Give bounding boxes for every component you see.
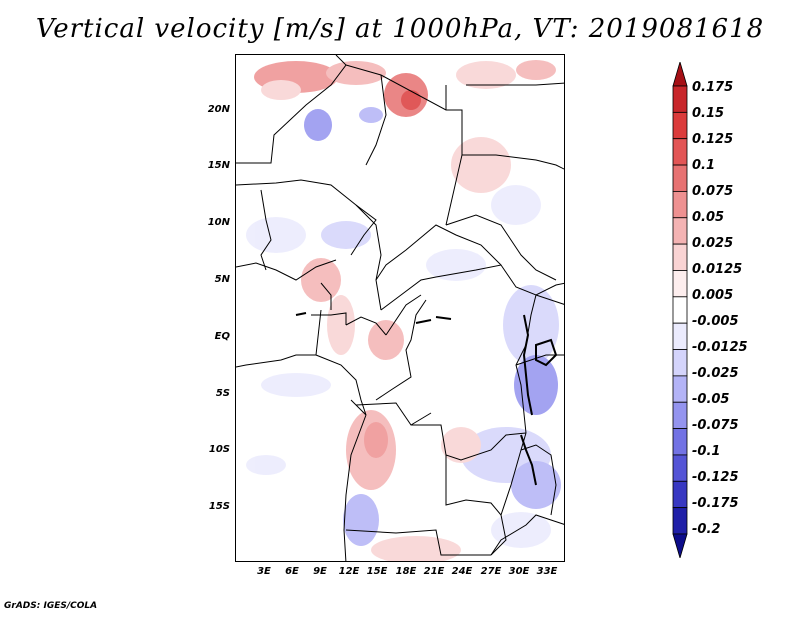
colorbar-label: -0.1 (692, 444, 721, 459)
colorbar-label: -0.005 (692, 314, 739, 329)
colorbar-label: 0.1 (692, 158, 716, 173)
lon-label: 18E (395, 566, 417, 577)
colorbar-box (672, 375, 688, 403)
colorbar-box (672, 85, 688, 113)
lat-label: 20N (207, 104, 230, 115)
colorbar-box (672, 62, 688, 87)
colorbar-label: -0.175 (692, 496, 739, 511)
colorbar-label: -0.05 (692, 392, 730, 407)
lakes (295, 312, 558, 486)
colorbar-box (672, 191, 688, 219)
lon-label: 12E (338, 566, 360, 577)
map-frame (235, 54, 565, 562)
colorbar-label: -0.125 (692, 470, 739, 485)
colorbar-box (672, 322, 688, 350)
lon-label: 33E (536, 566, 558, 577)
colorbar (672, 62, 688, 558)
colorbar-label: 0.025 (692, 236, 734, 251)
colorbar-label: 0.05 (692, 210, 725, 225)
lon-label: 9E (313, 566, 327, 577)
colorbar-label: -0.025 (692, 366, 739, 381)
colorbar-box (672, 270, 688, 298)
lon-label: 24E (451, 566, 473, 577)
lat-label: 10N (207, 217, 230, 228)
lon-label: 27E (480, 566, 502, 577)
colorbar-label: -0.2 (692, 522, 721, 537)
colorbar-box (672, 533, 688, 558)
colorbar-box (672, 454, 688, 482)
colorbar-box (672, 428, 688, 456)
colorbar-box (672, 480, 688, 509)
colorbar-label: 0.15 (692, 106, 725, 121)
colorbar-box (672, 217, 688, 245)
vertical-velocity-field (236, 55, 564, 561)
colorbar-box (672, 296, 688, 324)
borders (236, 55, 564, 561)
colorbar-label: 0.005 (692, 288, 734, 303)
lat-label: 15S (208, 501, 230, 512)
colorbar-label: 0.075 (692, 184, 734, 199)
colorbar-box (672, 507, 688, 535)
map-title: Vertical velocity [m/s] at 1000hPa, VT: … (35, 14, 765, 44)
lat-label: EQ (214, 331, 230, 342)
lat-label: 15N (207, 160, 230, 171)
lat-label: 5N (214, 274, 230, 285)
colorbar-box (672, 111, 688, 140)
colorbar-box (672, 138, 688, 166)
colorbar-label: 0.125 (692, 132, 734, 147)
colorbar-box (672, 401, 688, 429)
credit-text: GrADS: IGES/COLA (4, 601, 98, 611)
lat-label: 10S (208, 444, 230, 455)
colorbar-label: 0.175 (692, 80, 734, 95)
colorbar-label: 0.0125 (692, 262, 743, 277)
lon-label: 30E (508, 566, 530, 577)
lon-label: 3E (257, 566, 271, 577)
colorbar-label: -0.075 (692, 418, 739, 433)
colorbar-box (672, 349, 688, 377)
lat-label: 5S (215, 388, 230, 399)
lon-label: 15E (366, 566, 388, 577)
colorbar-box (672, 243, 688, 271)
lon-label: 21E (423, 566, 445, 577)
colorbar-label: -0.0125 (692, 340, 748, 355)
lon-label: 6E (285, 566, 299, 577)
colorbar-box (672, 164, 688, 192)
shading (246, 60, 561, 561)
